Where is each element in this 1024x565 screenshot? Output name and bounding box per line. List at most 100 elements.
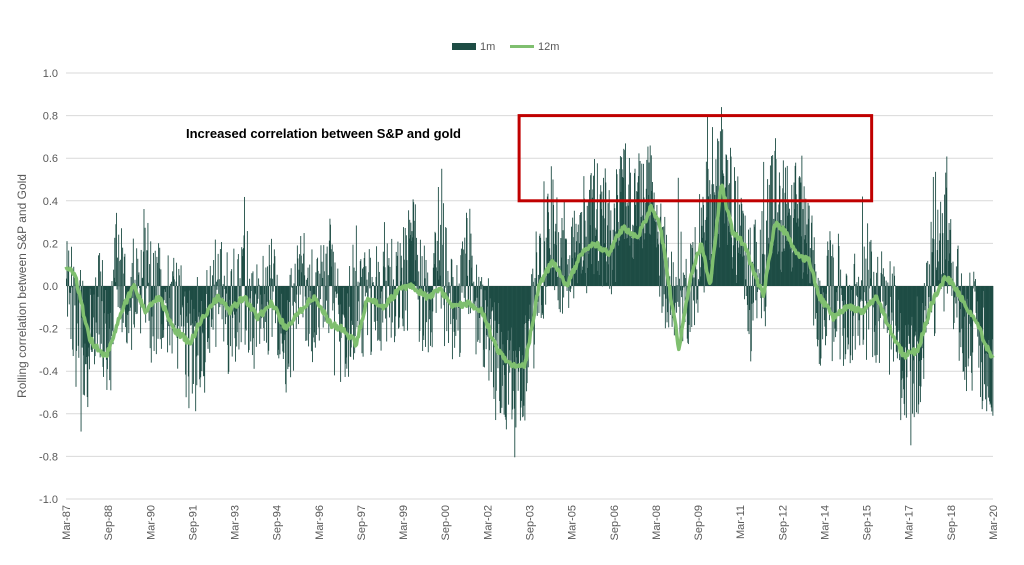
bar-1m (171, 282, 172, 286)
bar-1m (681, 232, 682, 286)
bar-1m (825, 286, 826, 345)
bar-1m (104, 286, 105, 356)
bar-1m (929, 264, 930, 286)
bar-1m (179, 275, 180, 286)
bar-1m (217, 286, 218, 290)
bar-1m (554, 286, 555, 290)
bar-1m (391, 286, 392, 338)
bar-1m (391, 239, 392, 286)
bar-1m (180, 286, 181, 315)
bar-1m (258, 286, 259, 299)
bar-1m (362, 269, 363, 286)
bar-1m (559, 286, 560, 309)
bar-1m (315, 272, 316, 286)
bar-1m (112, 281, 113, 286)
bar-1m (238, 254, 239, 286)
bar-1m (451, 260, 452, 286)
bar-1m (244, 197, 245, 286)
bar-1m (464, 238, 465, 286)
bar-1m (169, 286, 170, 345)
bar-1m (871, 252, 872, 286)
bar-1m (277, 275, 278, 286)
bar-1m (893, 286, 894, 362)
bar-1m (160, 269, 161, 286)
bar-1m (219, 279, 220, 286)
x-tick-label: Mar-02 (482, 505, 494, 540)
bar-1m (665, 286, 666, 299)
bar-1m (174, 279, 175, 286)
bar-1m (413, 202, 414, 286)
bar-1m (417, 255, 418, 286)
bar-1m (884, 277, 885, 286)
bar-1m (951, 286, 952, 296)
bar-1m (969, 286, 970, 324)
bar-1m (400, 243, 401, 286)
bar-1m (247, 231, 248, 286)
bar-1m (370, 258, 371, 286)
bar-1m (536, 252, 537, 286)
bar-1m (256, 264, 257, 286)
bar-1m (890, 261, 891, 286)
bar-1m (342, 286, 343, 314)
bar-1m (403, 227, 404, 286)
bar-1m (223, 286, 224, 341)
bar-1m (381, 286, 382, 351)
y-tick-label: 0.8 (43, 111, 58, 123)
bar-1m (237, 286, 238, 332)
bar-1m (931, 222, 932, 286)
bar-1m (367, 280, 368, 286)
bar-1m (476, 265, 477, 286)
bar-1m (456, 265, 457, 286)
bar-1m (146, 286, 147, 288)
x-tick-label: Sep-12 (777, 505, 789, 540)
y-tick-label: 1.0 (43, 68, 58, 80)
bar-1m (894, 276, 895, 286)
bar-1m (868, 270, 869, 286)
bar-1m (309, 265, 310, 286)
bar-1m (856, 282, 857, 286)
bar-1m (172, 286, 173, 353)
bar-1m (386, 286, 387, 341)
bar-1m (854, 254, 855, 286)
bar-1m (218, 254, 219, 286)
bar-1m (441, 169, 442, 286)
bar-1m (891, 286, 892, 313)
bar-1m (140, 286, 141, 333)
bar-1m (860, 286, 861, 300)
bar-1m (673, 262, 674, 286)
bar-1m (573, 237, 574, 286)
bar-1m (175, 286, 176, 325)
bar-1m (659, 286, 660, 297)
bar-1m (885, 286, 886, 306)
bar-1m (593, 176, 594, 286)
bar-1m (892, 274, 893, 286)
bar-1m (121, 228, 122, 286)
bar-1m (145, 228, 146, 286)
x-tick-label: Mar-11 (735, 505, 747, 539)
bar-1m (463, 249, 464, 286)
bar-1m (308, 268, 309, 286)
bar-1m (563, 286, 564, 297)
bar-1m (446, 228, 447, 286)
bar-1m (846, 276, 847, 286)
x-tick-label: Mar-14 (819, 505, 831, 540)
bar-1m (974, 281, 975, 286)
bar-1m (556, 197, 557, 286)
bar-1m (667, 286, 668, 312)
bar-1m (333, 252, 334, 286)
bar-1m (861, 280, 862, 286)
bar-1m (353, 286, 354, 360)
bar-1m (349, 286, 350, 307)
bar-1m (353, 245, 354, 286)
y-tick-label: 0.0 (43, 281, 58, 293)
bar-1m (73, 286, 74, 356)
bar-1m (684, 275, 685, 286)
bar-1m (272, 286, 273, 337)
bar-1m (309, 286, 310, 334)
bar-1m (606, 261, 607, 286)
bar-1m (159, 248, 160, 286)
bar-1m (927, 261, 928, 286)
x-tick-label: Sep-91 (187, 505, 199, 540)
bar-1m (259, 285, 260, 286)
